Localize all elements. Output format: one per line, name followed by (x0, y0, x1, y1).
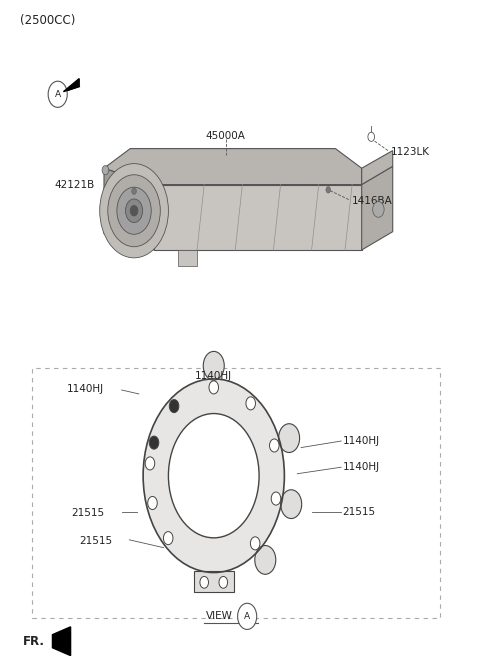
Circle shape (246, 397, 255, 410)
Text: A: A (55, 90, 61, 99)
Circle shape (271, 492, 281, 505)
Circle shape (372, 202, 384, 217)
Text: FR.: FR. (23, 635, 45, 648)
Circle shape (255, 545, 276, 574)
Circle shape (100, 164, 168, 258)
Circle shape (143, 379, 284, 572)
Circle shape (238, 603, 257, 629)
Circle shape (102, 166, 109, 175)
Polygon shape (362, 150, 393, 185)
Circle shape (132, 188, 136, 194)
Circle shape (149, 436, 159, 449)
Polygon shape (362, 166, 393, 250)
Text: 1140HJ: 1140HJ (67, 384, 104, 394)
Circle shape (219, 576, 228, 588)
Text: (2500CC): (2500CC) (21, 14, 76, 28)
Polygon shape (52, 627, 71, 656)
Polygon shape (63, 79, 79, 92)
Circle shape (148, 497, 157, 510)
Text: 21515: 21515 (343, 507, 376, 516)
Circle shape (278, 424, 300, 453)
Circle shape (48, 81, 67, 107)
Text: 1140HJ: 1140HJ (195, 371, 232, 380)
Text: 1140HJ: 1140HJ (343, 436, 380, 446)
Polygon shape (104, 168, 154, 250)
Circle shape (163, 532, 173, 545)
Circle shape (270, 439, 279, 452)
Polygon shape (194, 571, 234, 592)
Text: 42121B: 42121B (54, 179, 95, 190)
Circle shape (368, 132, 374, 141)
Circle shape (130, 206, 138, 216)
Polygon shape (178, 250, 197, 266)
Text: 1123LK: 1123LK (390, 147, 429, 157)
Text: 45000A: 45000A (206, 131, 246, 141)
Polygon shape (154, 185, 362, 250)
Circle shape (125, 199, 143, 223)
Text: 1416BA: 1416BA (352, 196, 393, 206)
Circle shape (281, 489, 302, 518)
Circle shape (251, 537, 260, 550)
Circle shape (117, 187, 151, 235)
Circle shape (200, 576, 208, 588)
Polygon shape (104, 148, 362, 185)
Text: 1140HJ: 1140HJ (343, 462, 380, 472)
Circle shape (169, 399, 179, 413)
Text: 21515: 21515 (79, 536, 112, 546)
Text: A: A (244, 612, 250, 621)
Circle shape (168, 413, 259, 538)
Circle shape (203, 351, 224, 380)
Text: VIEW: VIEW (206, 612, 233, 622)
Circle shape (209, 381, 218, 394)
Text: 21515: 21515 (71, 508, 104, 518)
Circle shape (108, 175, 160, 247)
Circle shape (145, 457, 155, 470)
Circle shape (369, 133, 373, 140)
Circle shape (326, 187, 331, 193)
